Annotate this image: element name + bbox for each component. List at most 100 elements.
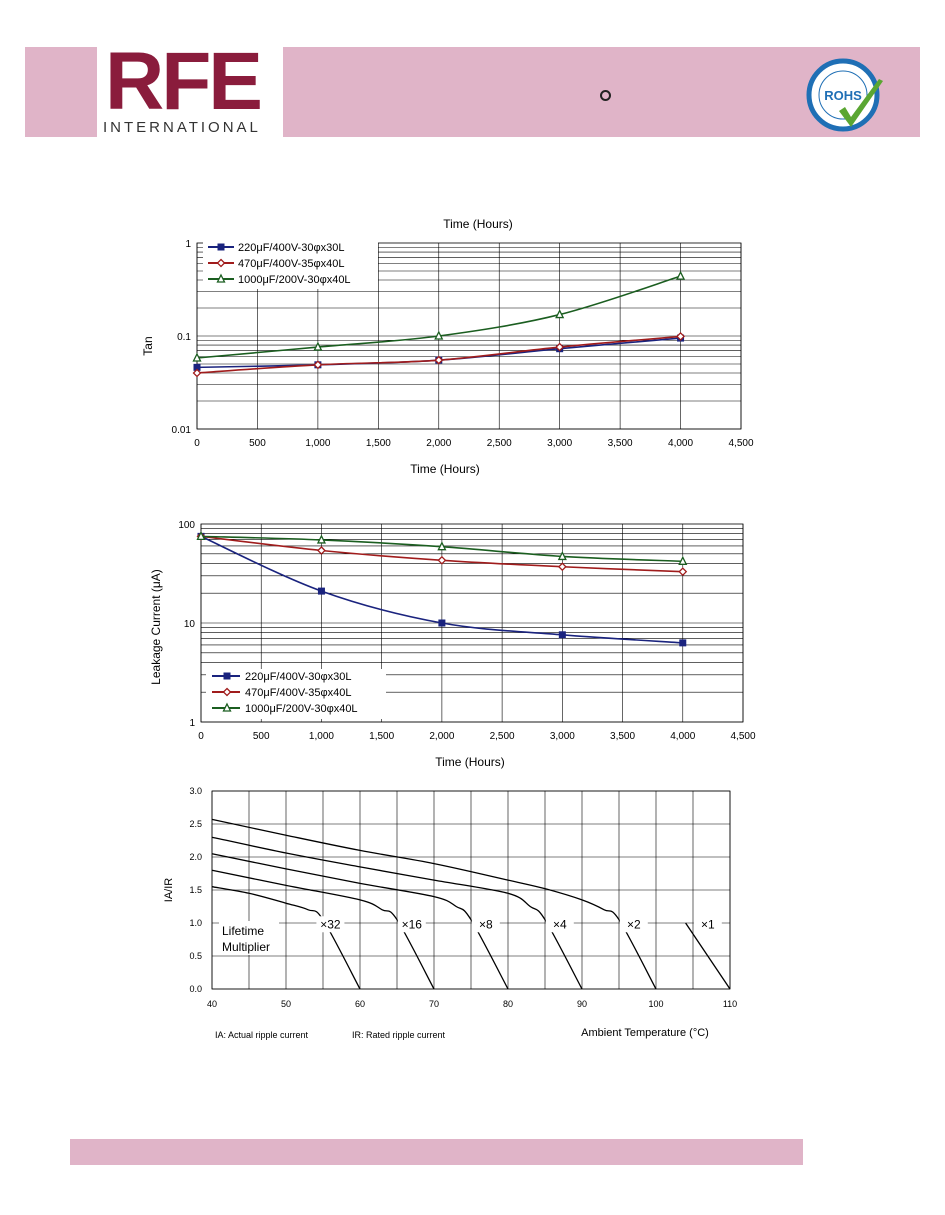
y-tick-label: 0.01	[172, 425, 192, 436]
x-axis-label: Ambient Temperature (°C)	[581, 1027, 709, 1039]
x-tick-label: 90	[577, 999, 587, 1009]
x-tick-label: 70	[429, 999, 439, 1009]
y-tick-label: 1.0	[189, 918, 202, 928]
x-tick-label: 1,000	[309, 731, 334, 742]
x-tick-label: 1,500	[366, 438, 391, 449]
x-tick-label: 50	[281, 999, 291, 1009]
data-point	[676, 270, 686, 280]
data-point	[313, 341, 323, 351]
x-tick-label: 1,500	[369, 731, 394, 742]
multiplier-bg	[316, 916, 345, 933]
y-tick-label: 1	[185, 239, 191, 250]
x-tick-label: 2,500	[487, 438, 512, 449]
data-point	[437, 541, 447, 551]
multiplier-label: ×4	[553, 917, 567, 931]
multiplier-bg	[619, 916, 648, 933]
x-tick-label: 2,500	[490, 731, 515, 742]
legend-marker	[222, 687, 232, 697]
legend-marker	[216, 273, 226, 283]
legend-box	[206, 669, 386, 719]
data-point	[434, 330, 444, 340]
multiplier-label: ×16	[402, 917, 423, 931]
plot-frame	[200, 523, 744, 723]
data-point	[196, 530, 206, 541]
x-tick-label: 2,000	[429, 731, 454, 742]
data-point	[555, 309, 565, 319]
y-axis-label: Tan	[141, 336, 155, 355]
legend-marker	[216, 258, 226, 268]
data-point	[557, 551, 567, 561]
data-point	[434, 355, 444, 365]
x-tick-label: 40	[207, 999, 217, 1009]
y-tick-label: 0.0	[189, 984, 202, 994]
derating-curve	[685, 922, 731, 990]
multiplier-bg	[471, 916, 500, 933]
data-point	[192, 352, 202, 362]
plot-frame	[196, 242, 742, 430]
x-tick-label: 2,000	[426, 438, 451, 449]
x-tick-label: 100	[648, 999, 663, 1009]
logo-sub-text: INTERNATIONAL	[103, 119, 261, 136]
x-tick-label: 110	[723, 999, 737, 1009]
rohs-label: ROHS	[824, 88, 862, 103]
x-tick-label: 60	[355, 999, 365, 1009]
y-tick-label: 1	[189, 718, 195, 729]
y-tick-label: 3.0	[189, 786, 202, 796]
data-point	[678, 567, 688, 577]
note-ia: IA: Actual ripple current	[215, 1030, 309, 1040]
y-tick-label: 10	[184, 619, 196, 630]
data-point	[437, 555, 447, 565]
y-tick-label: 2.0	[189, 852, 202, 862]
plot-frame	[211, 790, 731, 990]
data-point	[192, 368, 202, 378]
data-point	[676, 331, 685, 341]
x-tick-label: 3,500	[610, 731, 635, 742]
legend-label: 1000μF/200V-30φx40L	[245, 703, 358, 715]
x-tick-label: 0	[198, 731, 204, 742]
x-tick-label: 500	[253, 731, 270, 742]
x-tick-label: 500	[249, 438, 266, 449]
data-point	[679, 639, 687, 647]
x-axis-label: Time (Hours)	[435, 755, 505, 769]
data-point	[313, 360, 323, 370]
derating-curve	[211, 853, 509, 990]
x-tick-label: 3,000	[550, 731, 575, 742]
y-tick-label: 100	[178, 520, 195, 531]
data-point	[557, 562, 567, 572]
data-point	[438, 619, 446, 627]
lifetime-label: Lifetime	[222, 924, 264, 938]
y-tick-label: 0.5	[189, 951, 202, 961]
x-tick-label: 4,500	[730, 731, 755, 742]
rohs-compliant-icon: ROHS	[806, 58, 883, 132]
x-tick-label: 4,000	[670, 731, 695, 742]
data-point	[317, 587, 325, 595]
multiplier-bg	[693, 916, 722, 933]
multiplier-label: ×2	[627, 917, 641, 931]
data-point	[316, 534, 326, 544]
registered-mark-icon	[600, 90, 611, 101]
logo-main-text: RFE	[105, 36, 263, 127]
legend-marker	[223, 672, 231, 680]
legend-marker	[217, 243, 225, 251]
note-ir: IR: Rated ripple current	[352, 1030, 446, 1040]
derating-curve	[211, 818, 657, 990]
legend-label: 470μF/400V-35φx40L	[245, 687, 351, 699]
footer-band	[70, 1139, 803, 1165]
legend-label: 1000μF/200V-30φx40L	[238, 274, 351, 286]
chart-title: Time (Hours)	[443, 217, 513, 231]
x-tick-label: 0	[194, 438, 200, 449]
x-tick-label: 80	[503, 999, 513, 1009]
multiplier-label: ×1	[701, 917, 715, 931]
data-point	[317, 546, 326, 555]
x-tick-label: 4,500	[728, 438, 753, 449]
company-logo: RFE INTERNATIONAL	[97, 41, 283, 137]
y-axis-label: Leakage Current (μA)	[149, 569, 163, 685]
x-tick-label: 3,500	[608, 438, 633, 449]
y-axis-label: IA/IR	[163, 878, 175, 903]
legend-label: 220μF/400V-30φx30L	[245, 671, 351, 683]
y-tick-label: 0.1	[177, 332, 191, 343]
data-point	[558, 631, 566, 639]
x-tick-label: 4,000	[668, 438, 693, 449]
legend-box	[203, 241, 378, 289]
